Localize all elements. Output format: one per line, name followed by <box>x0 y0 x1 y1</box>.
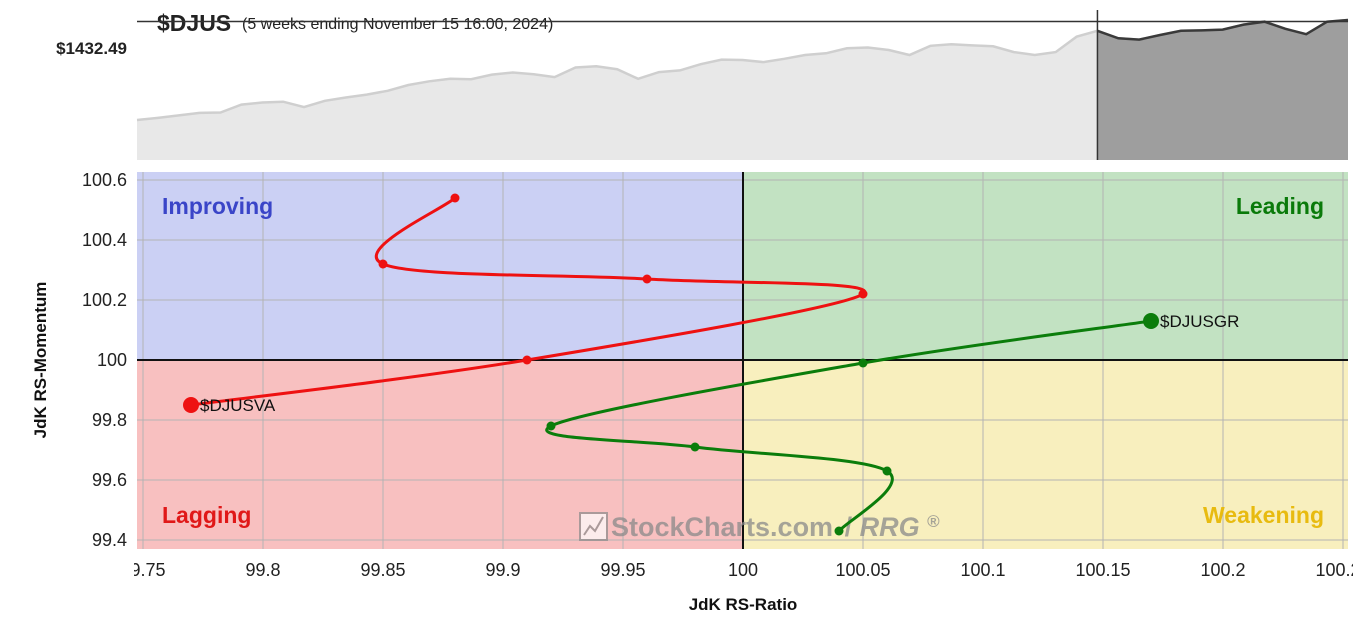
quadrant-improving <box>137 172 743 360</box>
quadrant-label-leading: Leading <box>1236 193 1324 219</box>
y-tick-label: 99.6 <box>92 470 127 490</box>
svg-text:StockCharts.com /: StockCharts.com / RRG ® <box>611 512 940 542</box>
x-tick-label: 99.75 <box>120 560 165 580</box>
x-tick-label: 100.05 <box>835 560 890 580</box>
price-panel <box>136 10 1349 160</box>
y-axis-ticks: 99.4 99.6 99.8 100 100.2 100.4 100.6 <box>82 170 127 550</box>
x-axis-title: JdK RS-Ratio <box>689 595 798 614</box>
watermark-product: RRG <box>860 512 920 542</box>
y-axis-title: JdK RS-Momentum <box>31 282 50 439</box>
quadrants <box>137 172 1348 549</box>
series-layer: $DJUSVA $DJUSGR <box>183 193 1239 536</box>
series-djusva: $DJUSVA <box>183 193 868 415</box>
watermark-brand: StockCharts.com <box>611 512 833 542</box>
stockcharts-logo-icon <box>579 512 608 541</box>
y-tick-label: 99.4 <box>92 530 127 550</box>
quadrant-leading <box>743 172 1348 360</box>
series-point <box>642 274 652 284</box>
chart-symbol: $DJUS <box>157 10 231 36</box>
series-head-point <box>183 397 199 413</box>
quadrant-weakening <box>743 360 1348 549</box>
quadrant-lagging <box>137 360 743 549</box>
series-point <box>546 421 556 431</box>
price-label: $1432.49 <box>56 39 127 58</box>
y-tick-label: 100.4 <box>82 230 127 250</box>
series-point <box>858 289 868 299</box>
watermark-slash: / <box>845 512 853 542</box>
series-point <box>882 466 892 476</box>
quadrant-label-improving: Improving <box>162 193 273 219</box>
series-point <box>522 355 532 365</box>
watermark-reg: ® <box>927 512 940 531</box>
y-tick-label: 100 <box>97 350 127 370</box>
series-point <box>450 193 460 203</box>
x-tick-label: 99.85 <box>360 560 405 580</box>
x-tick-label: 100 <box>728 560 758 580</box>
series-label: $DJUSVA <box>200 396 276 415</box>
series-point <box>834 526 844 536</box>
series-point <box>858 358 868 368</box>
quadrant-label-lagging: Lagging <box>162 502 251 528</box>
x-tick-label: 100.15 <box>1075 560 1130 580</box>
center-lines <box>137 172 1348 549</box>
price-recent-line <box>1096 18 1349 41</box>
series-label: $DJUSGR <box>1160 312 1239 331</box>
series-point <box>690 442 700 452</box>
quadrant-label-weakening: Weakening <box>1203 502 1324 528</box>
series-djusgr: $DJUSGR <box>545 312 1239 536</box>
y-tick-label: 99.8 <box>92 410 127 430</box>
x-tick-label: 100.1 <box>960 560 1005 580</box>
y-tick-label: 100.2 <box>82 290 127 310</box>
price-area <box>137 20 1348 160</box>
series-head-point <box>1143 313 1159 329</box>
x-tick-label: 100.25 <box>1315 560 1356 580</box>
x-tick-label: 100.2 <box>1200 560 1245 580</box>
x-tick-label: 99.8 <box>245 560 280 580</box>
x-tick-label: 99.95 <box>600 560 645 580</box>
price-recent-area <box>1097 20 1348 160</box>
x-tick-label: 99.9 <box>485 560 520 580</box>
series-point <box>378 259 388 269</box>
x-axis-ticks: 99.75 99.8 99.85 99.9 99.95 100 100.05 100.1 100… <box>120 560 1356 580</box>
chart-subtitle: (5 weeks ending November 15 16:00, 2024) <box>242 16 553 33</box>
y-tick-label: 100.6 <box>82 170 127 190</box>
watermark: StockCharts.com / RRG ® <box>579 512 940 542</box>
